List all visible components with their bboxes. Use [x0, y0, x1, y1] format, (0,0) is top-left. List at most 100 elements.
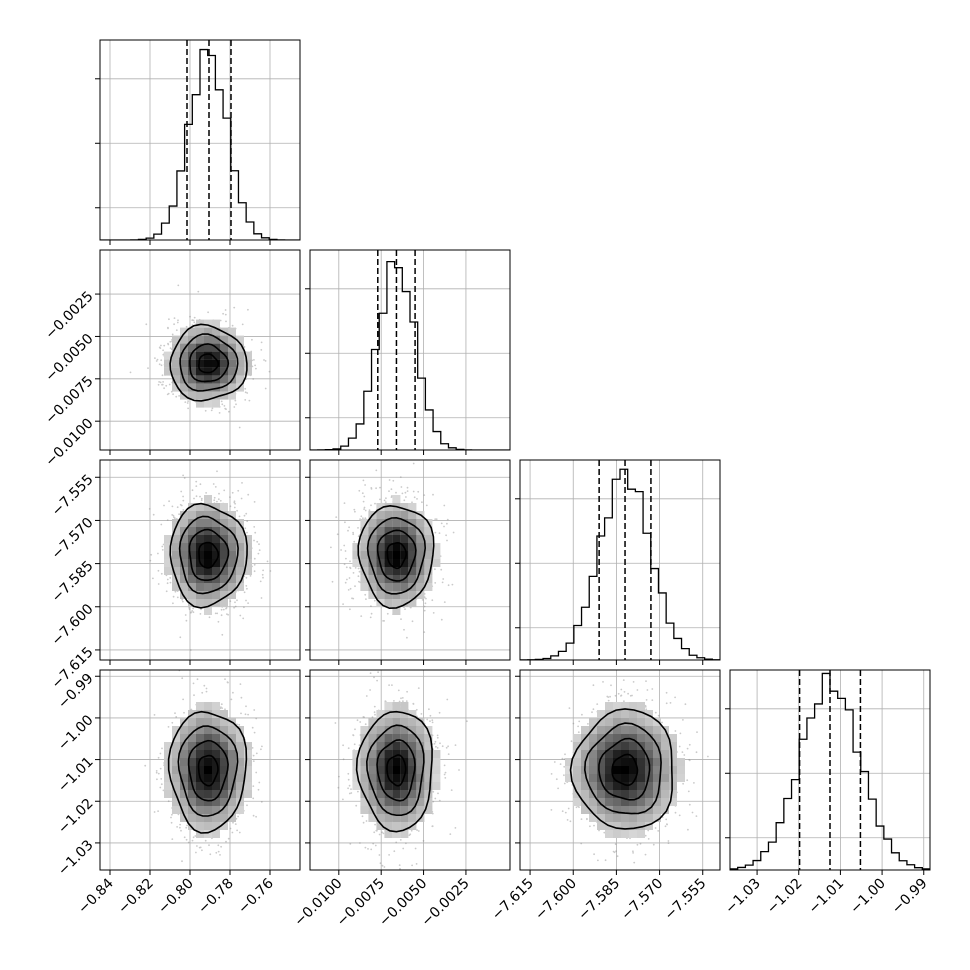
density-cell [220, 742, 228, 750]
density-cell [164, 559, 172, 567]
density-cell [408, 758, 417, 766]
sample-point [229, 496, 231, 498]
density-cell [661, 734, 669, 742]
sample-point [616, 855, 619, 858]
sample-point [169, 340, 172, 343]
density-cell [424, 551, 433, 559]
sample-point [243, 591, 246, 594]
density-cell [188, 591, 196, 599]
sample-point [445, 534, 447, 537]
sample-point [240, 497, 243, 500]
sample-point [632, 681, 635, 683]
density-cell [669, 766, 677, 774]
density-cell [212, 734, 220, 742]
density-cell [164, 567, 172, 575]
sample-point [644, 706, 647, 708]
sample-point [695, 751, 698, 754]
sample-point [205, 492, 208, 494]
sample-point [373, 711, 376, 714]
sample-point [171, 505, 174, 508]
density-cell [172, 551, 180, 559]
sample-point [190, 611, 193, 614]
density-cell [597, 782, 605, 790]
density-cell [384, 559, 393, 567]
density-cell [392, 790, 401, 798]
sample-point [354, 510, 356, 513]
density-cell [180, 535, 188, 543]
sample-point [192, 607, 195, 610]
sample-point [434, 531, 437, 534]
sample-point [377, 671, 379, 674]
density-cell [212, 766, 220, 774]
sample-point [166, 578, 169, 581]
sample-point [334, 722, 337, 724]
histogram-step [310, 260, 510, 450]
sample-point [344, 550, 347, 552]
sample-point [179, 503, 182, 506]
density-cell [653, 798, 661, 806]
density-cell [416, 750, 425, 758]
sample-point [345, 557, 347, 560]
sample-point [454, 744, 457, 746]
sample-point [563, 782, 566, 785]
density-cell [613, 710, 621, 718]
sample-point [432, 800, 435, 803]
density-cell [188, 766, 196, 774]
sample-point [423, 494, 426, 496]
density-cell [244, 742, 252, 750]
sample-point [208, 616, 211, 619]
sample-point [214, 486, 217, 488]
sample-point [444, 777, 447, 779]
sample-point [395, 491, 397, 494]
sample-point [192, 319, 195, 322]
density-cell [220, 503, 228, 511]
sample-point [268, 370, 271, 373]
sample-point [357, 790, 359, 793]
sample-point [160, 778, 163, 780]
sample-point [160, 344, 162, 347]
sample-point [220, 608, 223, 611]
sample-point [365, 820, 368, 822]
sample-point [181, 860, 183, 863]
sample-point [225, 320, 227, 323]
density-cell [236, 383, 244, 392]
density-cell [645, 726, 653, 734]
density-cell [653, 782, 661, 790]
density-cell [605, 814, 613, 822]
sample-point [400, 618, 402, 620]
density-cell [212, 367, 220, 376]
density-cell [228, 575, 236, 583]
x-tick-label: −7.600 [532, 876, 580, 924]
density-cell [236, 567, 244, 575]
density-cell [408, 575, 417, 583]
sample-point [695, 815, 698, 817]
sample-point [356, 719, 359, 722]
density-cell [416, 806, 425, 814]
density-cell [204, 806, 212, 814]
sample-point [360, 615, 363, 617]
sample-point [260, 748, 262, 751]
sample-point [347, 589, 350, 591]
sample-point [363, 716, 365, 719]
density-cell [384, 822, 393, 830]
density-cell [400, 599, 409, 607]
density-cell [236, 575, 244, 583]
sample-point [200, 497, 203, 500]
density-cell [376, 543, 385, 551]
density-cell [180, 351, 188, 360]
density-cell [629, 790, 637, 798]
sample-point [204, 409, 207, 412]
density-cell [400, 798, 409, 806]
sample-point [331, 580, 334, 583]
sample-point [177, 319, 179, 322]
sample-point [414, 847, 417, 850]
sample-point [253, 539, 255, 542]
density-cell [368, 790, 377, 798]
density-cell [605, 782, 613, 790]
density-cell [376, 814, 385, 822]
density-cell [220, 519, 228, 527]
density-cell [220, 391, 228, 400]
density-cell [645, 822, 653, 830]
density-cell [597, 710, 605, 718]
